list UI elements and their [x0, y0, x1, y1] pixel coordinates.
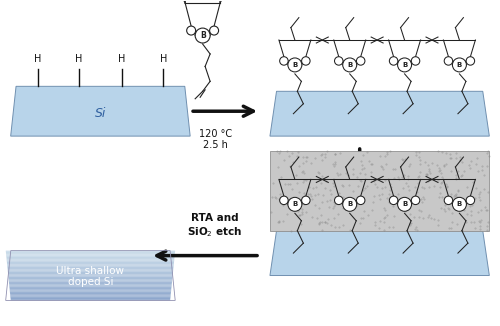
Polygon shape	[10, 289, 171, 290]
Polygon shape	[8, 268, 173, 269]
Polygon shape	[10, 292, 171, 293]
FancyBboxPatch shape	[270, 151, 490, 231]
Circle shape	[452, 197, 466, 211]
Circle shape	[412, 57, 420, 65]
Circle shape	[195, 28, 210, 43]
Text: B: B	[292, 201, 298, 207]
Polygon shape	[270, 91, 490, 136]
Polygon shape	[9, 284, 172, 286]
Text: H: H	[160, 54, 167, 64]
Circle shape	[444, 57, 452, 65]
Polygon shape	[8, 272, 173, 273]
Polygon shape	[10, 286, 172, 287]
Circle shape	[334, 196, 343, 205]
Polygon shape	[8, 275, 172, 277]
Polygon shape	[10, 288, 172, 289]
Polygon shape	[9, 283, 172, 284]
Circle shape	[390, 57, 398, 65]
Text: 120 °C
2.5 h: 120 °C 2.5 h	[198, 129, 232, 150]
Text: B: B	[200, 31, 205, 40]
Polygon shape	[6, 259, 174, 260]
Circle shape	[466, 196, 474, 205]
Circle shape	[356, 57, 365, 65]
Circle shape	[288, 197, 302, 211]
Circle shape	[288, 58, 302, 72]
Polygon shape	[10, 295, 170, 297]
Polygon shape	[10, 294, 170, 295]
Polygon shape	[270, 231, 490, 275]
Polygon shape	[8, 271, 173, 272]
Polygon shape	[6, 258, 174, 259]
Polygon shape	[10, 299, 170, 301]
Circle shape	[210, 26, 218, 35]
Polygon shape	[10, 290, 171, 292]
Text: B: B	[457, 62, 462, 68]
Circle shape	[334, 57, 343, 65]
Polygon shape	[8, 278, 172, 279]
Polygon shape	[6, 254, 174, 256]
Circle shape	[302, 57, 310, 65]
Polygon shape	[10, 297, 170, 298]
Text: H: H	[34, 54, 42, 64]
Circle shape	[412, 196, 420, 205]
Circle shape	[342, 58, 356, 72]
Text: B: B	[402, 201, 407, 207]
Text: H: H	[118, 54, 126, 64]
Polygon shape	[9, 282, 172, 283]
Circle shape	[390, 196, 398, 205]
Circle shape	[280, 196, 288, 205]
Polygon shape	[6, 251, 175, 252]
Text: B: B	[292, 62, 298, 68]
Polygon shape	[9, 280, 172, 282]
Polygon shape	[7, 260, 174, 262]
Polygon shape	[8, 273, 173, 274]
Circle shape	[466, 57, 474, 65]
Text: B: B	[457, 201, 462, 207]
Polygon shape	[8, 269, 173, 271]
Polygon shape	[6, 257, 174, 258]
Circle shape	[398, 58, 411, 72]
Polygon shape	[10, 298, 170, 299]
Circle shape	[452, 58, 466, 72]
Text: B: B	[347, 62, 352, 68]
Polygon shape	[10, 287, 172, 288]
Polygon shape	[6, 252, 175, 253]
Polygon shape	[7, 263, 174, 264]
Polygon shape	[7, 264, 173, 266]
Polygon shape	[6, 253, 175, 254]
Polygon shape	[8, 267, 173, 268]
Circle shape	[398, 197, 411, 211]
Circle shape	[342, 197, 356, 211]
Circle shape	[280, 57, 288, 65]
Circle shape	[302, 196, 310, 205]
Text: Si: Si	[94, 107, 106, 120]
Circle shape	[186, 26, 196, 35]
Polygon shape	[10, 293, 171, 294]
Text: H: H	[75, 54, 82, 64]
Polygon shape	[6, 256, 174, 257]
Text: SiO$_2$ capping: SiO$_2$ capping	[380, 154, 444, 168]
Text: B: B	[402, 62, 407, 68]
Polygon shape	[8, 277, 172, 278]
Polygon shape	[8, 274, 172, 275]
Text: RTA and
SiO$_2$ etch: RTA and SiO$_2$ etch	[188, 213, 242, 239]
Text: Ultra shallow
doped Si: Ultra shallow doped Si	[56, 266, 124, 287]
Polygon shape	[8, 266, 173, 267]
Polygon shape	[7, 262, 174, 263]
Circle shape	[356, 196, 365, 205]
Polygon shape	[8, 279, 172, 280]
Text: B: B	[347, 201, 352, 207]
Polygon shape	[10, 86, 190, 136]
Circle shape	[444, 196, 452, 205]
